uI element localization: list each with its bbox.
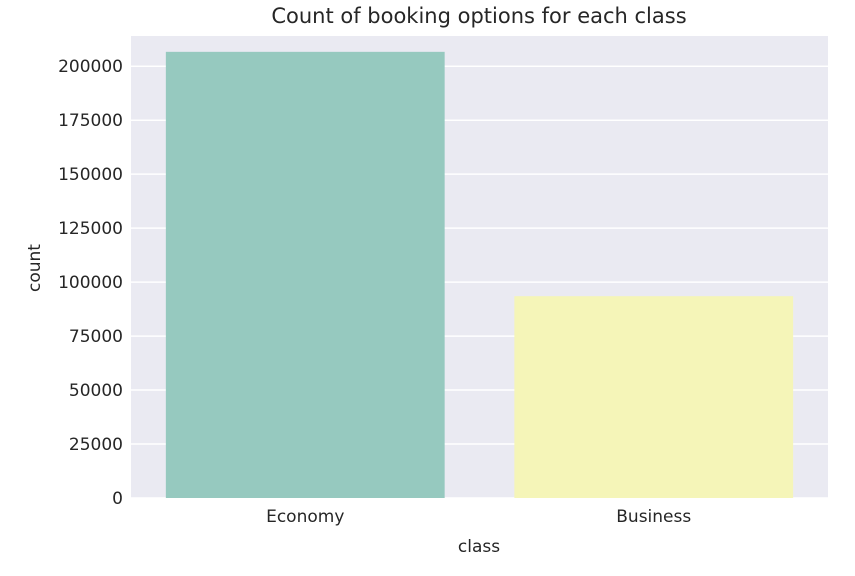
y-axis-title: count (25, 244, 45, 292)
y-tick-label: 150000 (58, 165, 123, 185)
y-tick-label: 100000 (58, 273, 123, 293)
x-axis-ticks: Economy Business (266, 507, 691, 527)
chart-title: Count of booking options for each class (271, 4, 686, 28)
x-tick-label: Business (616, 507, 691, 527)
y-axis-ticks: 0 25000 50000 75000 100000 125000 150000 175000… (58, 57, 123, 509)
y-tick-label: 50000 (69, 381, 123, 401)
y-tick-label: 175000 (58, 111, 123, 131)
x-axis-title: class (458, 537, 500, 557)
bars (165, 51, 794, 498)
y-tick-label: 200000 (58, 57, 123, 77)
bar-economy (165, 51, 445, 498)
x-tick-label: Economy (266, 507, 344, 527)
y-tick-label: 25000 (69, 435, 123, 455)
y-tick-label: 0 (112, 489, 123, 509)
y-tick-label: 75000 (69, 327, 123, 347)
bar-business (514, 296, 794, 498)
y-tick-label: 125000 (58, 219, 123, 239)
